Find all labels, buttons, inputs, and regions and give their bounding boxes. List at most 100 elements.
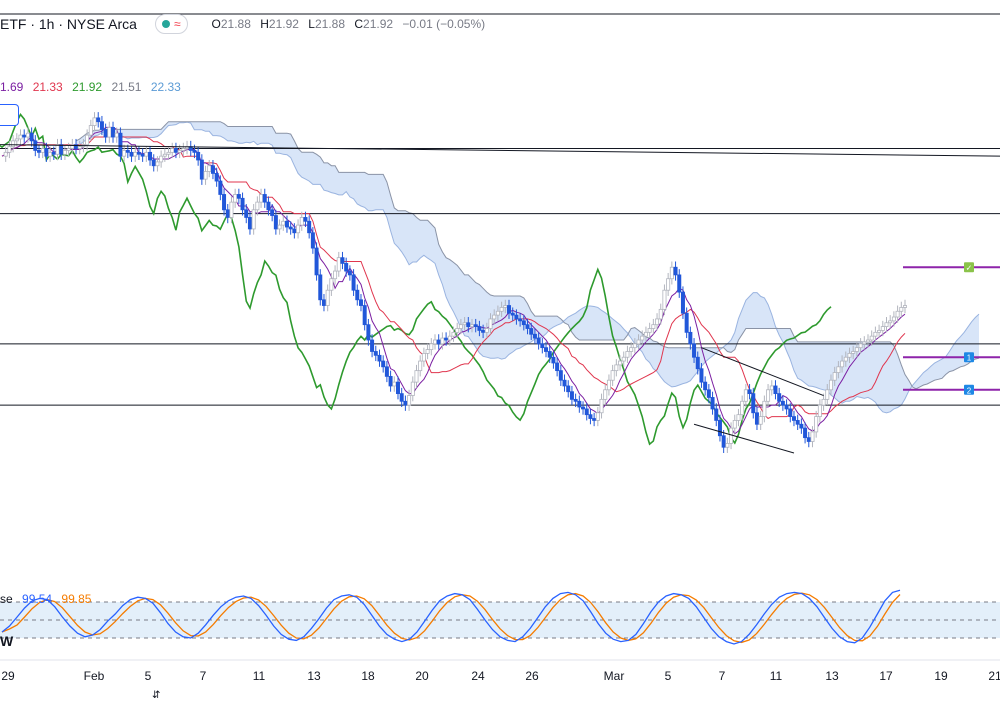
candle-body	[225, 209, 230, 218]
candle-body	[284, 220, 289, 228]
candle-body	[666, 278, 671, 291]
symbol-title[interactable]: ETF · 1h · NYSE Arca	[0, 16, 137, 32]
marker-2-box	[964, 384, 974, 395]
candle-body	[706, 389, 711, 398]
candle-body	[144, 151, 149, 157]
candle-body	[569, 391, 574, 400]
candle-body	[777, 393, 782, 402]
candle-body	[288, 226, 293, 230]
collapse-button[interactable]	[0, 104, 19, 126]
candle-body	[555, 362, 560, 372]
level-markers[interactable]: ✓ 1 2	[903, 262, 1000, 395]
low-label: L	[308, 17, 315, 31]
candle-body	[510, 312, 515, 316]
candle-body	[840, 360, 845, 368]
x-tick-label: 11	[770, 669, 783, 683]
candle-body	[447, 335, 452, 341]
candle-body	[851, 351, 856, 354]
x-tick-label: 24	[471, 669, 485, 683]
candle-body	[318, 274, 323, 301]
candle-body	[362, 305, 367, 326]
candle-body	[717, 420, 722, 437]
change-value: −0.01 (−0.05%)	[402, 17, 486, 31]
candle-body	[88, 125, 93, 136]
candle-body	[592, 418, 597, 421]
candle-body	[107, 127, 112, 138]
candle-body	[222, 194, 227, 211]
candle-body	[358, 299, 363, 306]
candle-body	[547, 351, 552, 358]
candle-body	[210, 165, 215, 174]
candle-body	[632, 343, 637, 349]
candle-body	[847, 353, 852, 358]
candle-body	[314, 247, 319, 276]
x-tick-label: 11	[253, 669, 266, 683]
candle-body	[59, 144, 64, 155]
status-badge[interactable]: ≈	[154, 14, 188, 34]
indicator-value-1: 1.69	[0, 80, 24, 94]
candle-body	[299, 217, 304, 226]
candle-body	[599, 398, 604, 414]
candle-body	[133, 151, 138, 157]
candle-body	[536, 337, 541, 345]
candle-body	[103, 128, 108, 138]
candle-body	[703, 381, 708, 391]
candle-body	[66, 148, 71, 151]
candle-body	[251, 209, 256, 230]
candle-body	[836, 366, 841, 373]
candle-body	[421, 353, 426, 362]
candle-body	[444, 337, 449, 341]
x-tick-label: 17	[879, 669, 893, 683]
candle-body	[388, 375, 393, 387]
x-tick-label: 5	[665, 669, 672, 683]
candle-body	[410, 381, 415, 396]
candle-body	[636, 339, 641, 345]
candle-body	[111, 127, 116, 138]
span-b-line	[75, 121, 980, 390]
candle-body	[514, 314, 519, 320]
candle-body	[710, 397, 715, 410]
candle-body	[162, 153, 167, 157]
stochastic-d-line	[1, 592, 901, 644]
candle-body	[873, 331, 878, 337]
candle-body	[218, 180, 223, 195]
candle-body	[573, 398, 578, 402]
candle-body	[458, 324, 463, 329]
candle-body	[329, 278, 334, 291]
candle-body	[214, 173, 219, 182]
candle-body	[747, 389, 752, 395]
candle-body	[858, 343, 863, 349]
candle-body	[677, 274, 682, 293]
candle-body	[643, 331, 648, 337]
candle-body	[273, 215, 278, 230]
candle-body	[581, 406, 586, 410]
candle-body	[562, 379, 567, 387]
candle-body	[655, 318, 660, 326]
candle-body	[736, 414, 741, 421]
candle-body	[277, 224, 282, 230]
candle-body	[680, 291, 685, 314]
candle-body	[791, 416, 796, 421]
candle-body	[629, 347, 634, 352]
candle-body	[518, 318, 523, 322]
candle-body	[33, 140, 38, 151]
candle-body	[270, 209, 275, 216]
stochastic-k-line	[1, 589, 901, 645]
candle-body	[658, 308, 663, 320]
candlesticks	[3, 112, 908, 453]
candle-body	[11, 140, 16, 147]
candle-body	[640, 335, 645, 341]
candle-body	[773, 385, 778, 395]
stochastic-legend: se 99.54 99.85	[0, 592, 97, 606]
candle-body	[895, 310, 900, 318]
candle-body	[869, 335, 874, 341]
candle-body	[40, 148, 45, 153]
arrows-icon[interactable]: ⇵	[152, 690, 161, 701]
candle-body	[532, 333, 537, 339]
x-tick-label: 13	[307, 669, 321, 683]
candle-body	[529, 328, 534, 335]
candle-body	[373, 351, 378, 356]
candle-body	[51, 151, 56, 155]
candle-body	[551, 356, 556, 364]
